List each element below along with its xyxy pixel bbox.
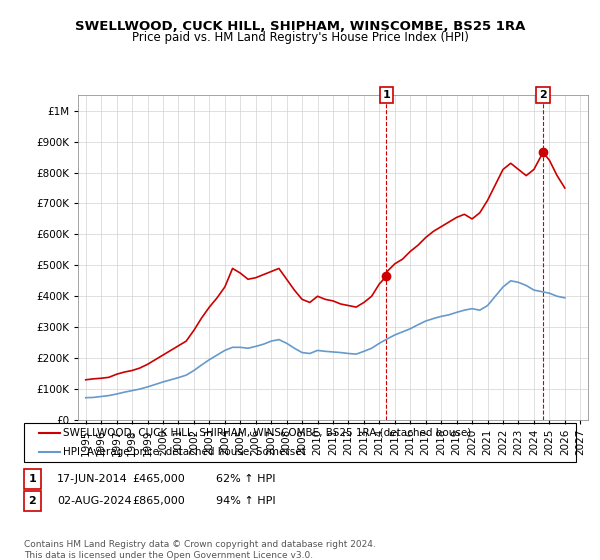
Text: 02-AUG-2024: 02-AUG-2024 <box>57 496 131 506</box>
Text: Price paid vs. HM Land Registry's House Price Index (HPI): Price paid vs. HM Land Registry's House … <box>131 31 469 44</box>
Text: HPI: Average price, detached house, Somerset: HPI: Average price, detached house, Some… <box>63 447 306 457</box>
Text: 94% ↑ HPI: 94% ↑ HPI <box>216 496 275 506</box>
Text: 2: 2 <box>29 496 36 506</box>
Text: 62% ↑ HPI: 62% ↑ HPI <box>216 474 275 484</box>
Text: 1: 1 <box>29 474 36 484</box>
Text: 1: 1 <box>383 90 391 100</box>
Text: SWELLWOOD, CUCK HILL, SHIPHAM, WINSCOMBE, BS25 1RA (detached house): SWELLWOOD, CUCK HILL, SHIPHAM, WINSCOMBE… <box>63 428 471 437</box>
Text: Contains HM Land Registry data © Crown copyright and database right 2024.
This d: Contains HM Land Registry data © Crown c… <box>24 540 376 560</box>
Text: £865,000: £865,000 <box>132 496 185 506</box>
Text: 2: 2 <box>539 90 547 100</box>
Text: SWELLWOOD, CUCK HILL, SHIPHAM, WINSCOMBE, BS25 1RA: SWELLWOOD, CUCK HILL, SHIPHAM, WINSCOMBE… <box>75 20 525 32</box>
Text: £465,000: £465,000 <box>132 474 185 484</box>
Text: 17-JUN-2014: 17-JUN-2014 <box>57 474 128 484</box>
